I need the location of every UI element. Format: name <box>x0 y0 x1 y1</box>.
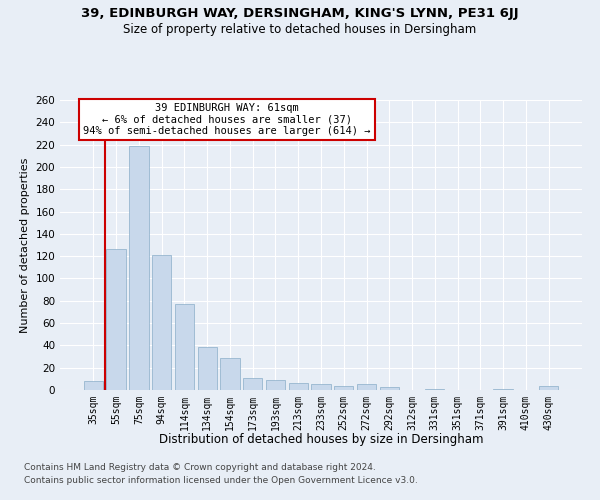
Text: Distribution of detached houses by size in Dersingham: Distribution of detached houses by size … <box>159 432 483 446</box>
Bar <box>243 378 262 390</box>
Text: Size of property relative to detached houses in Dersingham: Size of property relative to detached ho… <box>124 22 476 36</box>
Bar <box>266 380 285 390</box>
Bar <box>84 381 103 390</box>
Bar <box>220 358 239 390</box>
Bar <box>129 146 149 390</box>
Bar <box>289 384 308 390</box>
Bar <box>152 255 172 390</box>
Text: 39, EDINBURGH WAY, DERSINGHAM, KING'S LYNN, PE31 6JJ: 39, EDINBURGH WAY, DERSINGHAM, KING'S LY… <box>81 8 519 20</box>
Y-axis label: Number of detached properties: Number of detached properties <box>20 158 30 332</box>
Bar <box>197 346 217 390</box>
Bar <box>357 384 376 390</box>
Bar <box>425 389 445 390</box>
Bar <box>539 386 558 390</box>
Text: Contains HM Land Registry data © Crown copyright and database right 2024.: Contains HM Land Registry data © Crown c… <box>24 464 376 472</box>
Text: Contains public sector information licensed under the Open Government Licence v3: Contains public sector information licen… <box>24 476 418 485</box>
Bar <box>493 389 513 390</box>
Bar <box>380 386 399 390</box>
Bar <box>311 384 331 390</box>
Bar <box>334 386 353 390</box>
Text: 39 EDINBURGH WAY: 61sqm
← 6% of detached houses are smaller (37)
94% of semi-det: 39 EDINBURGH WAY: 61sqm ← 6% of detached… <box>83 103 371 136</box>
Bar <box>106 250 126 390</box>
Bar <box>175 304 194 390</box>
